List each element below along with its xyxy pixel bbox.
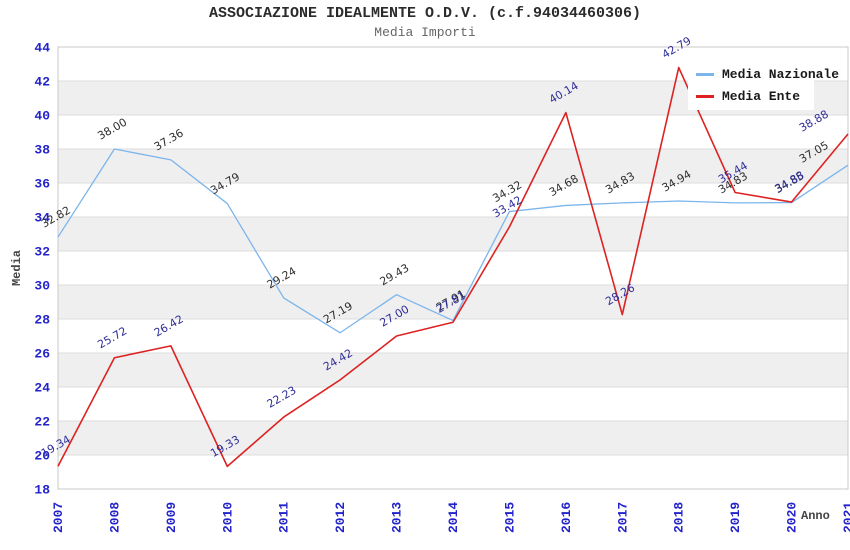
x-tick-label: 2020: [785, 502, 800, 533]
series-line-media-nazionale: [57, 148, 849, 334]
x-tick-label: 2021: [841, 502, 850, 533]
chart-title: ASSOCIAZIONE IDEALMENTE O.D.V. (c.f.9403…: [208, 5, 642, 22]
y-tick-label: 36: [34, 177, 50, 192]
grid-band: [58, 285, 848, 319]
legend-label-media-nazionale: Media Nazionale: [722, 66, 840, 82]
x-tick-label: 2010: [220, 502, 235, 533]
legend-swatch-media-nazionale: [696, 72, 714, 76]
point-label-media-ente: 22.23: [265, 384, 299, 411]
x-tick-label: 2011: [277, 502, 292, 533]
x-tick-label: 2015: [502, 502, 517, 533]
point-label-media-ente: 19.34: [39, 433, 73, 460]
point-label-media-ente: 42.79: [660, 34, 694, 61]
x-tick-label: 2014: [446, 502, 461, 533]
y-tick-label: 32: [34, 245, 50, 260]
x-tick-label: 2019: [728, 502, 743, 533]
y-tick-label: 38: [34, 143, 50, 158]
legend-item-media-nazionale: Media Nazionale: [688, 63, 839, 85]
point-label-media-nazionale: 29.43: [378, 261, 412, 288]
point-label-media-ente: 25.72: [95, 324, 129, 351]
x-tick-label: 2016: [559, 502, 574, 533]
y-tick-label: 20: [34, 449, 50, 464]
y-tick-label: 44: [34, 41, 50, 56]
y-tick-label: 42: [34, 75, 50, 90]
series-line-media-ente: [57, 66, 849, 468]
x-tick-label: 2012: [333, 502, 348, 533]
legend-item-media-ente: Media Ente: [688, 85, 814, 107]
y-tick-label: 22: [34, 415, 50, 430]
plot-border: [57, 46, 849, 490]
y-tick-label: 26: [34, 347, 50, 362]
point-label-media-nazionale: 38.00: [95, 116, 129, 143]
y-tick-label: 24: [34, 381, 50, 396]
y-tick-label: 30: [34, 279, 50, 294]
grid-band: [58, 421, 848, 455]
x-tick-label: 2009: [164, 502, 179, 533]
x-tick-label: 2013: [390, 502, 405, 533]
grid-band: [58, 353, 848, 387]
legend: Media Nazionale Media Ente: [688, 60, 839, 110]
x-tick-label: 2017: [615, 502, 630, 533]
y-tick-label: 40: [34, 109, 50, 124]
x-tick-label: 2018: [672, 502, 687, 533]
y-tick-label: 28: [34, 313, 50, 328]
legend-swatch-media-ente: [696, 94, 714, 98]
grid-band: [58, 217, 848, 251]
y-tick-label: 34: [34, 211, 50, 226]
legend-label-media-ente: Media Ente: [722, 88, 801, 104]
y-tick-label: 18: [34, 483, 50, 498]
x-tick-label: 2008: [107, 502, 122, 533]
chart-subtitle: Media Importi: [374, 25, 476, 40]
x-axis-title: Anno: [801, 509, 830, 523]
grid-band: [58, 149, 848, 183]
x-tick-label: 2007: [51, 502, 66, 533]
